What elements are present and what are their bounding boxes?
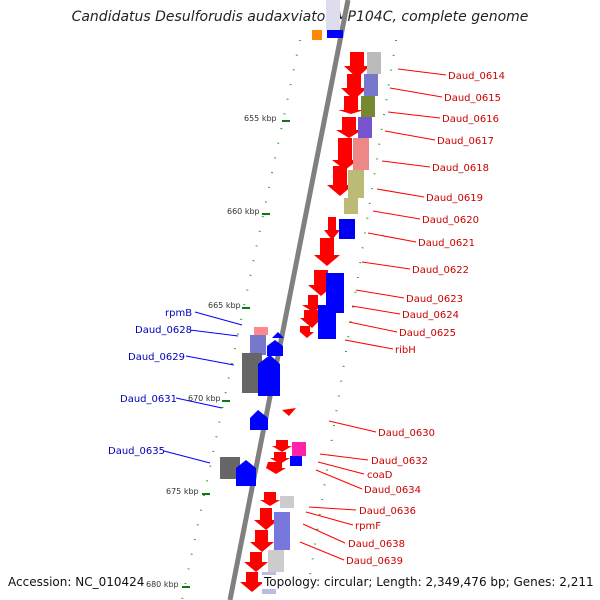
category-block — [353, 138, 369, 170]
gene-block-top-1 — [326, 0, 340, 30]
gene-arrow — [344, 52, 370, 78]
genome-title: Candidatus Desulforudis audaxviator MP10… — [71, 9, 529, 25]
gene-arrow — [272, 440, 292, 452]
gene-block-top-2 — [312, 30, 322, 40]
gene-label-rpmb: rpmB — [165, 308, 192, 319]
gene-arrow — [266, 462, 286, 474]
gene-label-daud-0621: Daud_0621 — [418, 238, 475, 249]
gene-arrow — [240, 572, 264, 592]
category-block — [318, 305, 336, 339]
category-block — [339, 219, 355, 239]
gene-arrow — [236, 460, 256, 486]
gene-label-daud-0619: Daud_0619 — [426, 193, 483, 204]
kbp-label-655: 655 kbp — [244, 114, 277, 123]
gene-arrow — [260, 492, 280, 506]
gene-arrow — [314, 238, 340, 266]
gene-label-daud-0629: Daud_0629 — [128, 352, 185, 363]
category-block — [280, 496, 294, 508]
topology-text: Topology: circular; Length: 2,349,476 bp… — [262, 575, 596, 589]
category-block — [367, 52, 381, 74]
gene-arrow — [254, 508, 278, 530]
kbp-label-660: 660 kbp — [227, 207, 260, 216]
gene-arrow — [270, 452, 290, 464]
gene-label-daud-0638: Daud_0638 — [348, 539, 405, 550]
gene-arrow — [282, 408, 296, 416]
gene-label-daud-0639: Daud_0639 — [346, 556, 403, 567]
reverse-genes — [220, 327, 284, 486]
gene-label-daud-0618: Daud_0618 — [432, 163, 489, 174]
kbp-label-670: 670 kbp — [188, 394, 221, 403]
gene-label-daud-0636: Daud_0636 — [359, 506, 416, 517]
gene-label-daud-0634: Daud_0634 — [364, 485, 421, 496]
category-block — [242, 353, 262, 393]
gene-label-daud-0622: Daud_0622 — [412, 265, 469, 276]
category-block — [268, 550, 284, 572]
category-block — [326, 273, 344, 313]
gene-arrow — [327, 166, 353, 196]
gene-label-daud-0624: Daud_0624 — [402, 310, 459, 321]
kbp-label-665: 665 kbp — [208, 301, 241, 310]
gene-arrow — [324, 217, 340, 240]
gene-arrow — [300, 310, 322, 328]
gene-label-daud-0617: Daud_0617 — [437, 136, 494, 147]
forward-gene-labels: Daud_0614 Daud_0615 Daud_0616 Daud_0617 … — [346, 71, 505, 567]
gene-arrow — [267, 340, 283, 356]
gene-label-daud-0635: Daud_0635 — [108, 446, 165, 457]
gene-label-daud-0631: Daud_0631 — [120, 394, 177, 405]
gene-block-top-3 — [327, 30, 343, 38]
category-block — [361, 96, 375, 117]
gene-label-daud-0630: Daud_0630 — [378, 428, 435, 439]
gene-label-daud-0628: Daud_0628 — [135, 325, 192, 336]
gene-label-daud-0625: Daud_0625 — [399, 328, 456, 339]
category-block — [344, 198, 358, 214]
category-block — [254, 327, 268, 335]
category-block — [274, 512, 290, 550]
gene-arrow — [244, 552, 268, 572]
category-block — [364, 74, 378, 96]
gene-arrow — [341, 74, 367, 100]
category-block — [348, 170, 364, 198]
gene-label-rpmf: rpmF — [355, 521, 381, 532]
gene-label-daud-0616: Daud_0616 — [442, 114, 499, 125]
category-block — [292, 442, 306, 456]
gene-arrow — [250, 410, 268, 430]
gene-arrow — [300, 326, 314, 338]
gene-label-daud-0620: Daud_0620 — [422, 215, 479, 226]
genome-backbone — [227, 0, 351, 600]
category-block — [358, 117, 372, 138]
reverse-leader-lines — [163, 311, 243, 464]
gene-label-daud-0615: Daud_0615 — [444, 93, 501, 104]
gene-arrow — [258, 355, 280, 396]
reverse-gene-labels: rpmB Daud_0628 Daud_0629 Daud_0631 Daud_… — [108, 308, 192, 457]
gene-arrow — [336, 117, 362, 138]
forward-leader-lines — [299, 68, 447, 561]
gene-label-ribh: ribH — [395, 345, 416, 356]
kbp-label-680: 680 kbp — [146, 580, 179, 589]
gene-label-daud-0614: Daud_0614 — [448, 71, 505, 82]
kbp-tick-marks — [182, 120, 290, 588]
gene-label-daud-0623: Daud_0623 — [406, 294, 463, 305]
category-block — [250, 335, 266, 355]
gene-arrow — [272, 332, 284, 338]
accession-text: Accession: NC_010424 — [8, 575, 145, 589]
kbp-label-675: 675 kbp — [166, 487, 199, 496]
gene-arrow — [250, 530, 274, 552]
gene-label-daud-0632: Daud_0632 — [371, 456, 428, 467]
gene-arrow — [332, 138, 358, 170]
category-block — [290, 456, 302, 466]
gene-label-coad: coaD — [367, 470, 393, 481]
category-block — [220, 457, 240, 479]
gene-arrow — [338, 96, 364, 114]
